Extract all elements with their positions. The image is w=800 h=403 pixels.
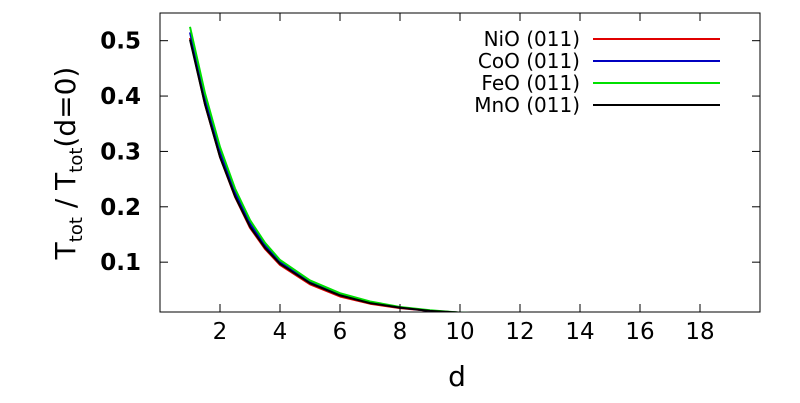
- legend-label: CoO (011): [478, 49, 580, 73]
- x-tick-label: 16: [625, 319, 654, 345]
- x-tick-label: 18: [685, 319, 714, 345]
- y-axis: 0.1 0.2 0.3 0.4 0.5: [100, 29, 760, 276]
- x-tick-label: 10: [445, 319, 474, 345]
- x-axis: 2 4 6 8 10 12 14 16 18: [213, 13, 715, 345]
- y-title-sub2: tot: [66, 148, 87, 173]
- x-tick-label: 8: [393, 319, 408, 345]
- y-title-suffix: (d=0): [49, 67, 82, 148]
- y-axis-title: Ttot / Ttot(d=0): [49, 67, 87, 261]
- y-tick-label: 0.5: [100, 29, 141, 55]
- x-axis-title: d: [448, 360, 466, 393]
- y-title-middle: / T: [49, 172, 82, 217]
- series-group: [189, 26, 471, 312]
- series-line-feo: [189, 26, 471, 312]
- y-tick-label: 0.1: [100, 250, 141, 276]
- legend-label: FeO (011): [481, 71, 580, 95]
- x-tick-label: 2: [213, 319, 228, 345]
- y-tick-label: 0.4: [100, 84, 141, 110]
- y-title-sub1: tot: [66, 217, 87, 242]
- legend: NiO (011)CoO (011)FeO (011)MnO (011): [474, 27, 720, 117]
- x-tick-label: 6: [333, 319, 348, 345]
- series-line-coo: [189, 32, 471, 312]
- x-tick-label: 14: [565, 319, 594, 345]
- y-title-main: T: [49, 241, 82, 260]
- y-tick-label: 0.3: [100, 139, 141, 165]
- x-tick-label: 12: [505, 319, 534, 345]
- legend-label: MnO (011): [474, 93, 580, 117]
- plot-area: [159, 12, 761, 313]
- series-line-mno: [189, 39, 471, 312]
- series-line-nio: [189, 37, 471, 312]
- legend-label: NiO (011): [484, 27, 580, 51]
- y-tick-label: 0.2: [100, 195, 141, 221]
- x-tick-label: 4: [273, 319, 288, 345]
